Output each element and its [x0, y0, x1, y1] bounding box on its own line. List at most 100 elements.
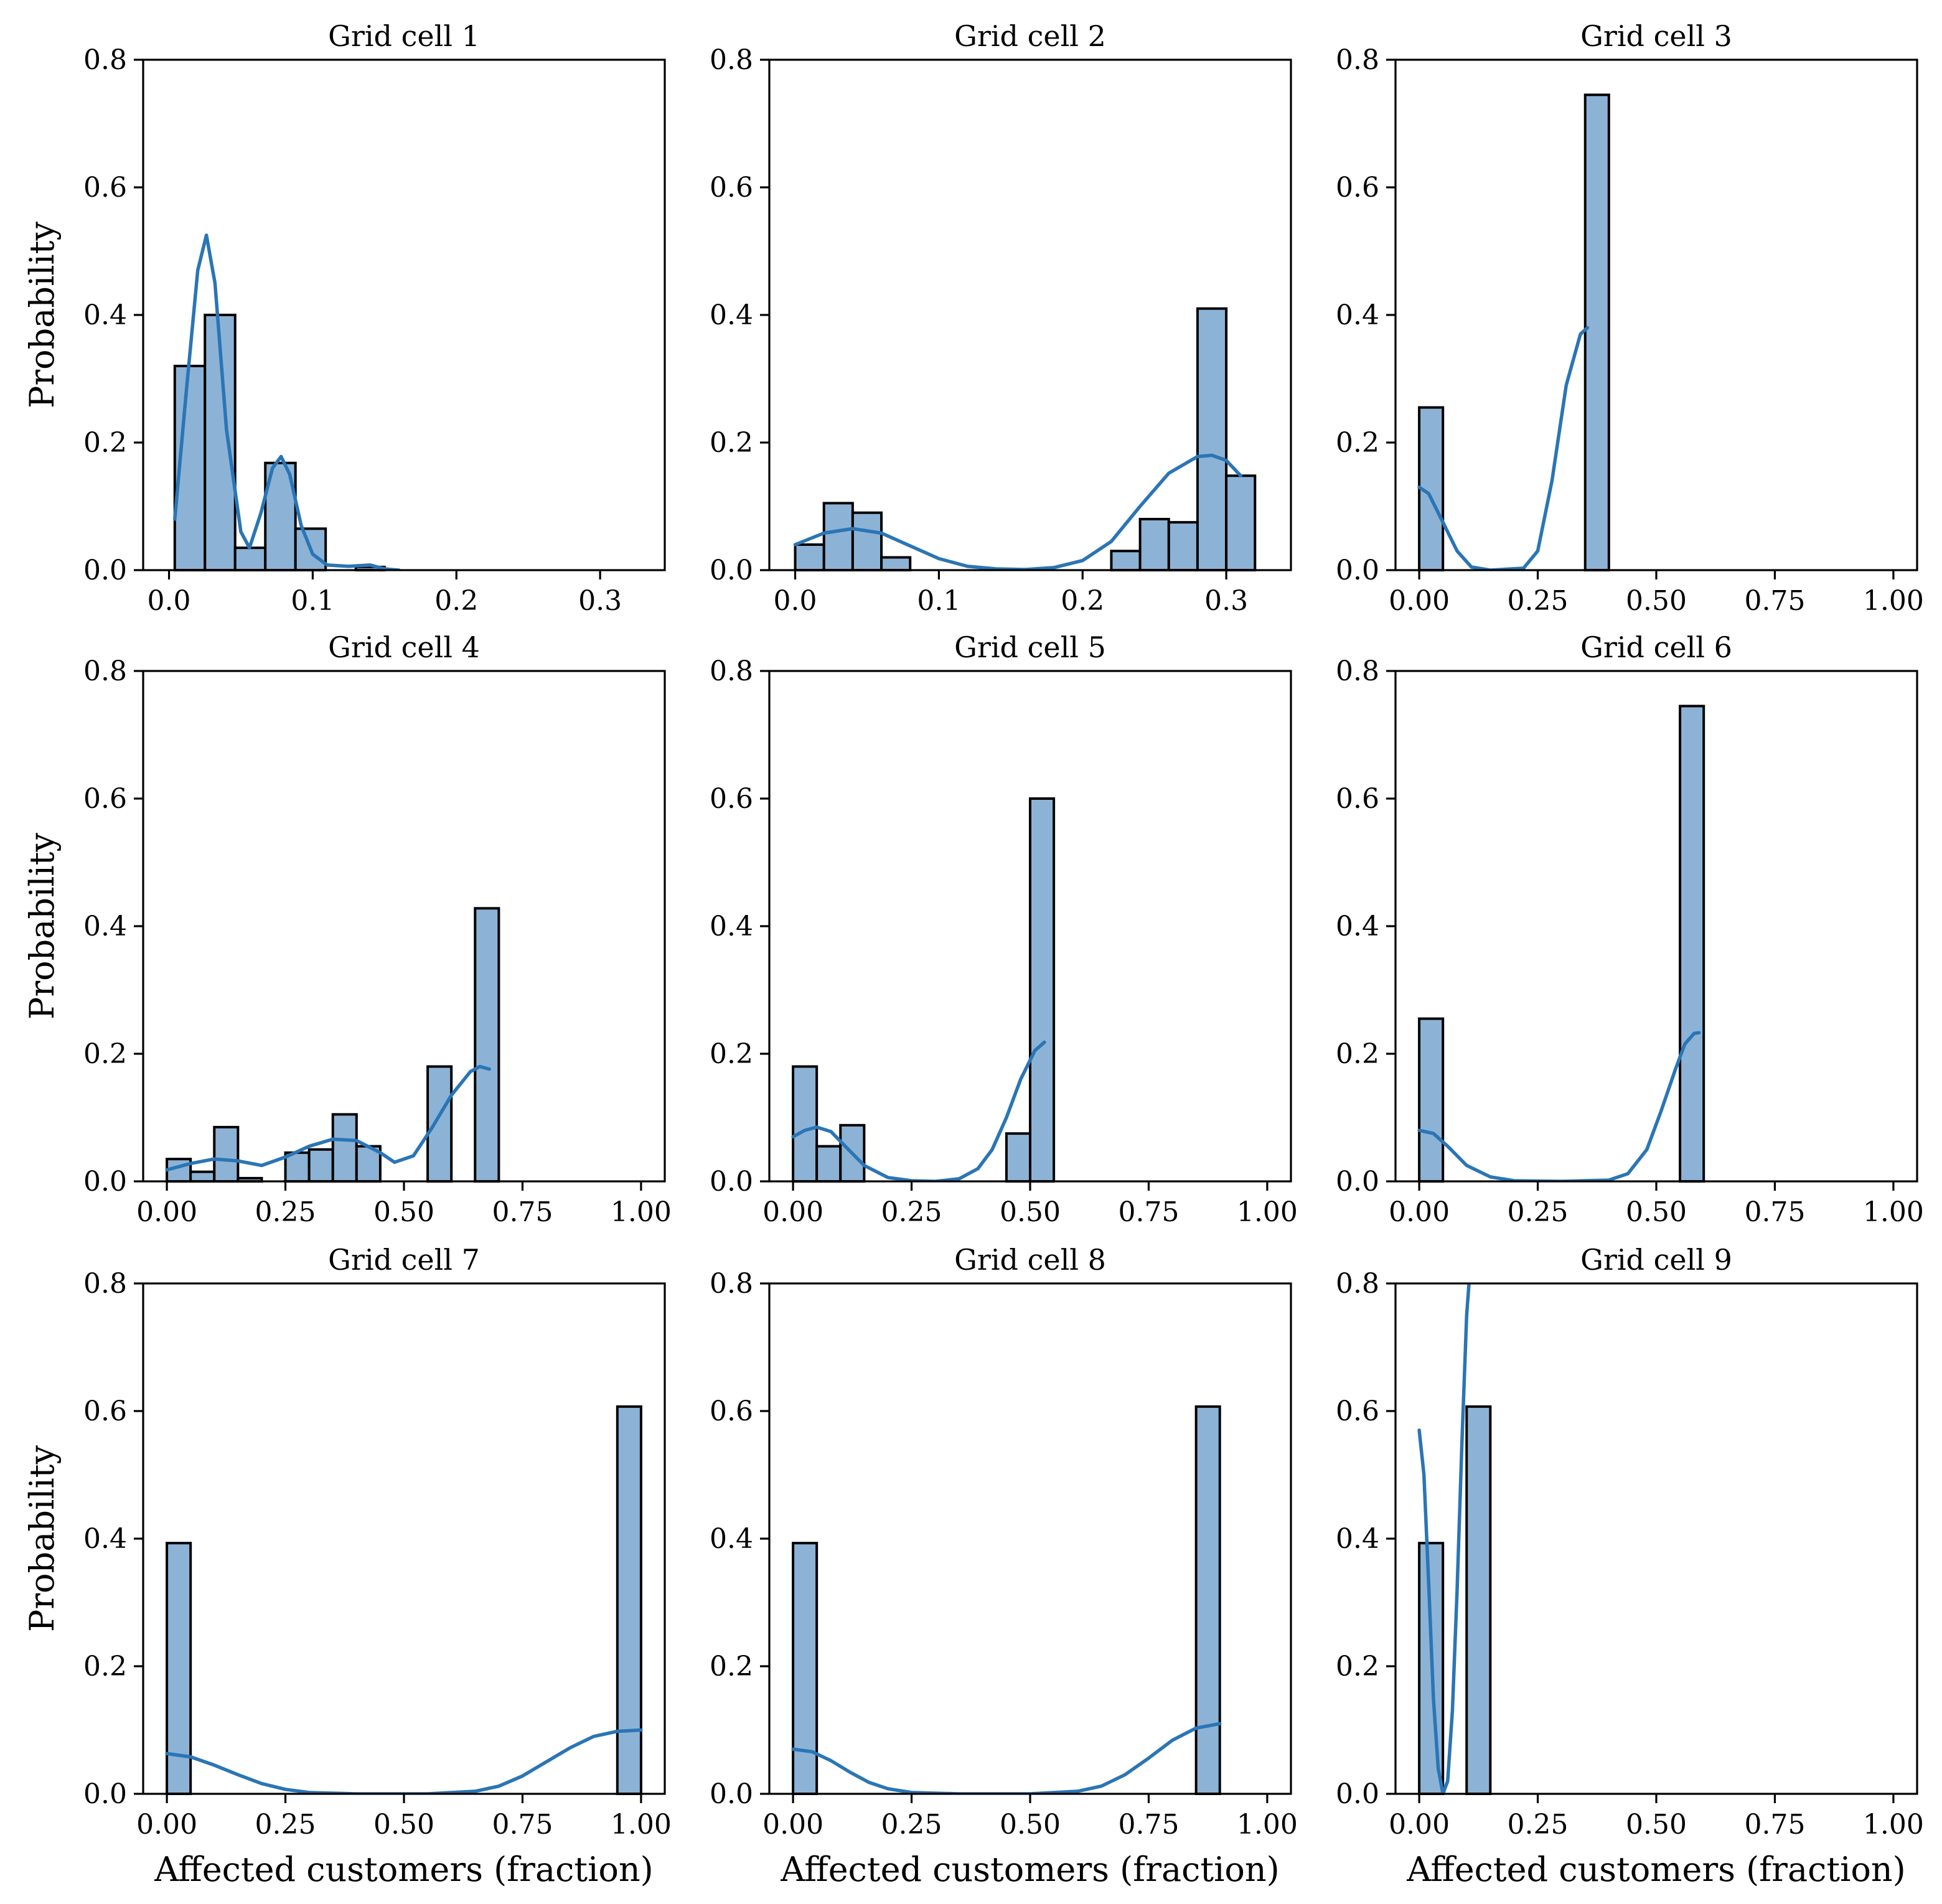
panel-grid-cell-5: 0.00 0.25 0.50 0.75 1.00 0.0 0.2 0.4 0.6 0.8 Grid … — [710, 631, 1298, 1228]
y-tick-label: 0.8 — [710, 655, 753, 687]
y-tick-label: 0.4 — [710, 1523, 753, 1555]
y-tick-label: 0.2 — [710, 1038, 753, 1070]
axes-frame — [142, 1282, 666, 1795]
kde-curve — [791, 1722, 1222, 1794]
histogram-bar-1 — [792, 1065, 819, 1183]
x-tick-label: 0.75 — [492, 1809, 553, 1841]
x-tick-label: 0.25 — [255, 1809, 316, 1841]
x-tick-label: 1.00 — [1863, 1809, 1924, 1841]
panel-grid-cell-7: 0.00 0.25 0.50 0.75 1.00 0.0 0.2 0.4 0.6 0.8 Grid … — [22, 1243, 672, 1889]
axes-frame — [1394, 59, 1918, 571]
kde-curve — [1417, 326, 1590, 570]
panel-title: Grid cell 6 — [1580, 631, 1732, 664]
histogram-bar-2 — [1465, 1405, 1492, 1795]
kde-curve — [1417, 1031, 1701, 1181]
y-tick-label: 0.6 — [710, 1395, 753, 1427]
panel-grid-cell-1: 0.0 0.1 0.2 0.3 0.0 0.2 0.4 0.6 0.8 Grid cell 1 Pr… — [22, 19, 666, 617]
x-tick-label: 0.75 — [1744, 1196, 1805, 1228]
y-tick-label: 0.4 — [1336, 1523, 1379, 1555]
x-tick-label: 0.00 — [762, 1809, 823, 1841]
x-tick-label: 0.75 — [1118, 1196, 1179, 1228]
y-tick-label: 0.2 — [710, 427, 753, 459]
y-tick-label: 0.8 — [1336, 1268, 1379, 1300]
y-tick-label: 0.0 — [1336, 1166, 1379, 1198]
x-tick-label: 1.00 — [1863, 585, 1924, 617]
panel-title: Grid cell 5 — [954, 631, 1106, 664]
y-tick-label: 0.2 — [1336, 427, 1379, 459]
x-tick-label: 0.00 — [136, 1196, 197, 1228]
histogram-bar-7 — [1167, 521, 1199, 571]
x-tick-label: 0.50 — [1626, 1809, 1687, 1841]
histogram-bar-5 — [1029, 797, 1056, 1183]
x-tick-label: 0.00 — [762, 1196, 823, 1228]
y-tick-label: 0.0 — [83, 555, 127, 586]
x-tick-label: 0.75 — [1744, 585, 1805, 617]
y-tick-label: 0.2 — [1336, 1651, 1379, 1682]
x-tick-label: 0.00 — [1389, 585, 1450, 617]
y-tick-label: 0.4 — [83, 299, 127, 331]
histogram-bar-9 — [426, 1065, 453, 1183]
x-tick-label: 0.50 — [1000, 1196, 1061, 1228]
x-tick-label: 0.75 — [1118, 1809, 1179, 1841]
kde-curve — [165, 1728, 643, 1794]
y-tick-label: 0.4 — [1336, 299, 1379, 331]
x-tick-label: 1.00 — [611, 1809, 672, 1841]
y-axis-label: Probability — [22, 1445, 62, 1632]
histogram-bar-3 — [233, 546, 267, 571]
y-tick-label: 0.8 — [1336, 44, 1379, 76]
x-tick-label: 0.25 — [881, 1196, 942, 1228]
panel-title: Grid cell 7 — [328, 1243, 480, 1277]
y-tick-label: 0.0 — [83, 1778, 127, 1810]
panel-title: Grid cell 8 — [954, 1243, 1106, 1277]
y-tick-label: 0.2 — [83, 427, 127, 459]
histogram-bars — [166, 907, 500, 1183]
x-tick-label: 0.25 — [881, 1809, 942, 1841]
y-tick-label: 0.8 — [1336, 655, 1379, 687]
panel-grid-cell-4: 0.00 0.25 0.50 0.75 1.00 0.0 0.2 0.4 0.6 0.8 Grid … — [22, 631, 672, 1228]
y-tick-label: 0.6 — [83, 1395, 127, 1427]
histogram-bars — [166, 1405, 642, 1796]
x-tick-label: 0.2 — [434, 585, 478, 617]
x-tick-label: 0.50 — [373, 1196, 434, 1228]
y-tick-label: 0.0 — [1336, 1778, 1379, 1810]
histogram-bar-3 — [851, 511, 883, 571]
y-tick-label: 0.2 — [710, 1651, 753, 1682]
x-tick-label: 0.3 — [578, 585, 622, 617]
x-tick-label: 0.25 — [1508, 1809, 1569, 1841]
x-tick-label: 0.0 — [148, 585, 191, 617]
panel-title: Grid cell 9 — [1580, 1243, 1732, 1277]
x-tick-label: 0.0 — [774, 585, 817, 617]
panel-title: Grid cell 1 — [328, 19, 480, 53]
y-axis-label: Probability — [22, 222, 62, 408]
histogram-bar-2 — [822, 502, 854, 571]
y-tick-label: 0.4 — [1336, 911, 1379, 942]
histogram-bar-3 — [213, 1125, 240, 1183]
x-tick-label: 0.75 — [1744, 1809, 1805, 1841]
kde-curve — [173, 233, 401, 570]
y-tick-label: 0.6 — [83, 172, 127, 204]
histogram-bar-8 — [1196, 307, 1228, 571]
x-tick-label: 0.00 — [136, 1809, 197, 1841]
x-tick-label: 1.00 — [1237, 1809, 1298, 1841]
y-tick-label: 0.0 — [710, 1778, 753, 1810]
panel-grid-cell-3: 0.00 0.25 0.50 0.75 1.00 0.0 0.2 0.4 0.6 0.8 Grid … — [1336, 19, 1924, 617]
histogram-bar-1 — [1418, 1017, 1445, 1183]
x-tick-label: 0.50 — [1626, 1196, 1687, 1228]
y-tick-label: 0.6 — [1336, 783, 1379, 815]
y-tick-label: 0.6 — [1336, 172, 1379, 204]
histogram-bars — [792, 797, 1056, 1183]
y-tick-label: 0.2 — [1336, 1038, 1379, 1070]
y-tick-label: 0.4 — [83, 1523, 127, 1555]
x-tick-label: 0.00 — [1389, 1196, 1450, 1228]
kde-curve — [165, 1064, 491, 1172]
panel-title: Grid cell 4 — [328, 631, 480, 664]
histogram-bar-5 — [1110, 550, 1142, 571]
histogram-bar-4 — [1005, 1132, 1031, 1183]
x-axis-label: Affected customers (fraction) — [154, 1850, 653, 1889]
histogram-bar-9 — [1225, 474, 1257, 571]
x-tick-label: 1.00 — [611, 1196, 672, 1228]
histogram-bar-2 — [815, 1145, 842, 1183]
panel-title: Grid cell 3 — [1580, 19, 1732, 53]
histogram-bar-2 — [189, 1170, 216, 1183]
